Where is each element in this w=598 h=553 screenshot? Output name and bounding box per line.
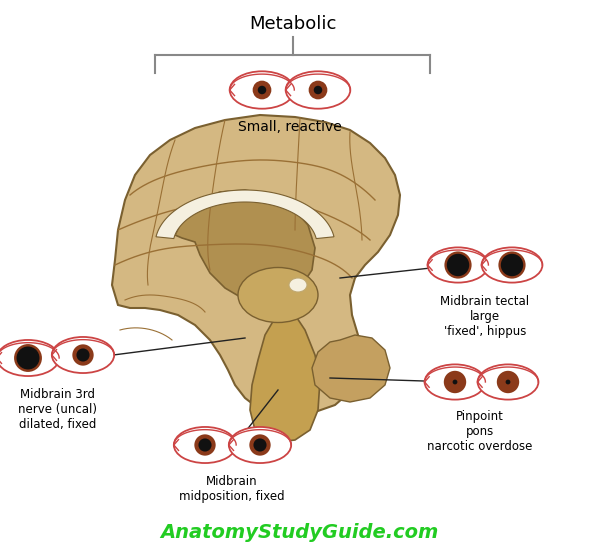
Ellipse shape <box>289 278 307 292</box>
Ellipse shape <box>505 379 511 384</box>
Ellipse shape <box>258 86 266 94</box>
Text: Small, reactive: Small, reactive <box>238 120 342 134</box>
Polygon shape <box>175 190 315 302</box>
Polygon shape <box>112 115 400 415</box>
Polygon shape <box>312 335 390 402</box>
Ellipse shape <box>238 268 318 322</box>
Text: Metabolic: Metabolic <box>249 15 336 33</box>
Ellipse shape <box>478 364 538 400</box>
Ellipse shape <box>286 71 350 109</box>
Text: Midbrain tectal
large
'fixed', hippus: Midbrain tectal large 'fixed', hippus <box>441 295 530 338</box>
Ellipse shape <box>481 247 542 283</box>
Text: Pinpoint
pons
narcotic overdose: Pinpoint pons narcotic overdose <box>428 410 533 453</box>
Ellipse shape <box>72 345 94 366</box>
Ellipse shape <box>52 337 114 373</box>
Ellipse shape <box>501 254 523 276</box>
Ellipse shape <box>444 371 466 393</box>
Polygon shape <box>250 315 320 442</box>
Ellipse shape <box>497 371 519 393</box>
Ellipse shape <box>252 81 271 100</box>
Ellipse shape <box>309 81 327 100</box>
Ellipse shape <box>14 344 42 372</box>
Ellipse shape <box>230 71 294 109</box>
Ellipse shape <box>17 347 39 369</box>
Ellipse shape <box>314 86 322 94</box>
Ellipse shape <box>229 427 291 463</box>
Ellipse shape <box>444 252 472 279</box>
Polygon shape <box>156 190 334 238</box>
Ellipse shape <box>0 340 59 376</box>
Ellipse shape <box>425 364 486 400</box>
Ellipse shape <box>174 427 236 463</box>
Ellipse shape <box>453 379 457 384</box>
Ellipse shape <box>194 434 216 456</box>
Ellipse shape <box>498 252 526 279</box>
Ellipse shape <box>77 348 90 362</box>
Ellipse shape <box>254 439 267 452</box>
Ellipse shape <box>428 247 489 283</box>
Ellipse shape <box>447 254 469 276</box>
Ellipse shape <box>249 434 271 456</box>
Text: AnatomyStudyGuide.com: AnatomyStudyGuide.com <box>160 523 438 542</box>
Text: Midbrain 3rd
nerve (uncal)
dilated, fixed: Midbrain 3rd nerve (uncal) dilated, fixe… <box>19 388 97 431</box>
Ellipse shape <box>199 439 212 452</box>
Text: Midbrain
midposition, fixed: Midbrain midposition, fixed <box>179 475 285 503</box>
